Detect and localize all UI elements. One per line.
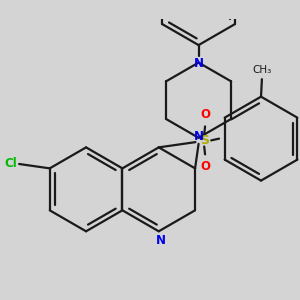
Text: N: N: [194, 57, 204, 70]
Text: S: S: [200, 134, 209, 147]
Text: CH₃: CH₃: [252, 65, 272, 75]
Text: N: N: [194, 130, 204, 143]
Text: Cl: Cl: [4, 157, 17, 169]
Text: O: O: [200, 108, 210, 121]
Text: O: O: [200, 160, 210, 173]
Text: N: N: [155, 233, 166, 247]
